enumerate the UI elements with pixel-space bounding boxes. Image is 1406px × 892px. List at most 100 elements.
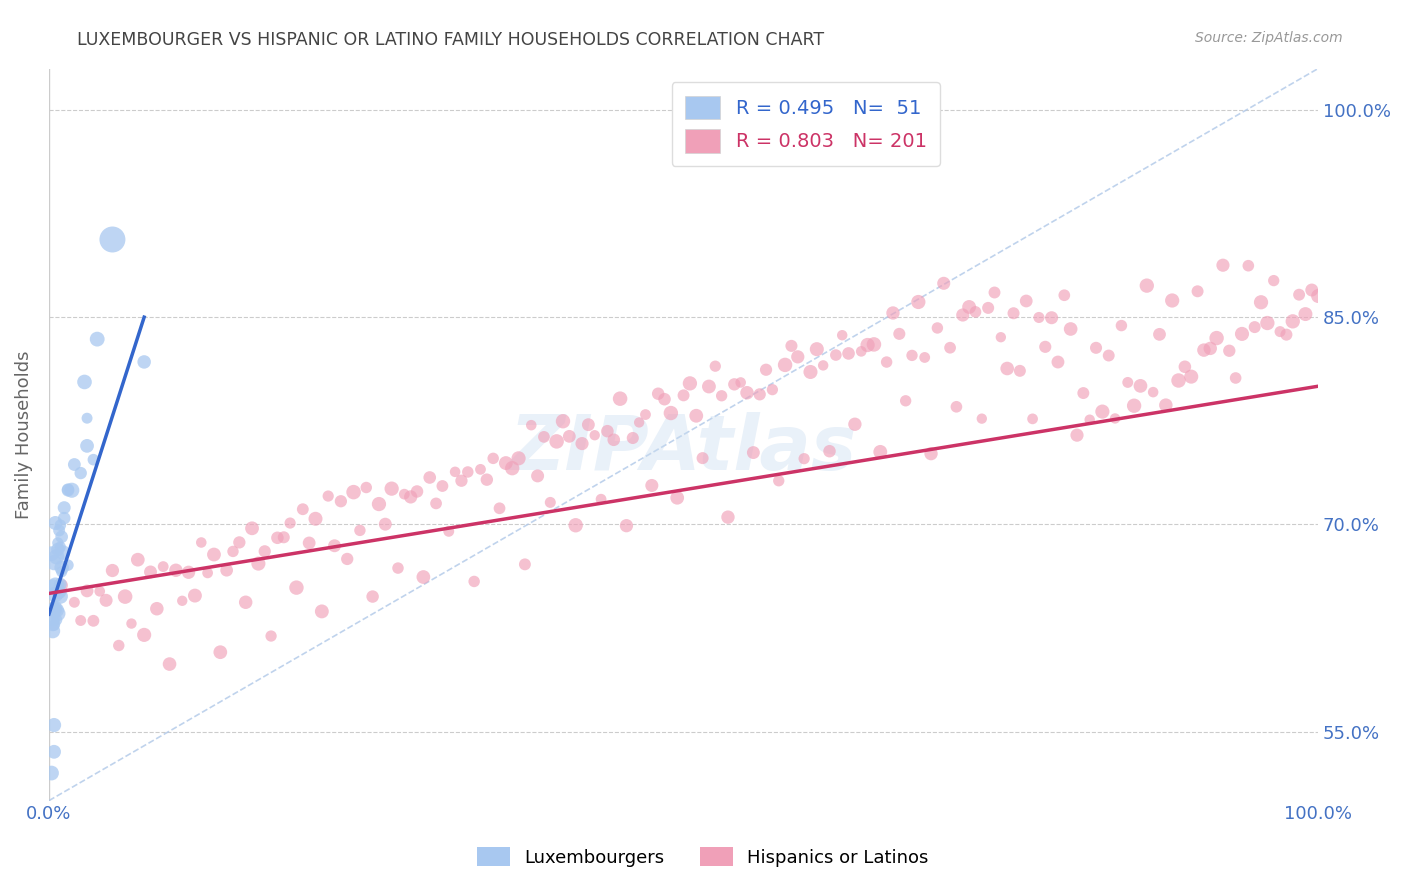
Text: LUXEMBOURGER VS HISPANIC OR LATINO FAMILY HOUSEHOLDS CORRELATION CHART: LUXEMBOURGER VS HISPANIC OR LATINO FAMIL… xyxy=(77,31,824,49)
Point xyxy=(786,350,808,364)
Point xyxy=(1116,376,1139,390)
Point xyxy=(1243,320,1265,334)
Point xyxy=(1021,412,1043,426)
Point xyxy=(1123,399,1146,413)
Point xyxy=(46,585,69,599)
Point xyxy=(495,456,517,470)
Point xyxy=(49,518,72,533)
Point xyxy=(844,417,866,432)
Point xyxy=(44,603,66,617)
Point xyxy=(1129,379,1152,393)
Point xyxy=(654,392,676,407)
Point xyxy=(735,385,758,400)
Point xyxy=(818,444,841,458)
Point xyxy=(374,517,396,532)
Point xyxy=(1212,258,1234,272)
Point xyxy=(710,389,733,403)
Point xyxy=(101,232,124,246)
Point xyxy=(432,479,454,493)
Point xyxy=(197,566,219,580)
Point xyxy=(609,392,631,406)
Point xyxy=(603,433,626,447)
Point xyxy=(564,518,586,533)
Point xyxy=(793,451,815,466)
Point xyxy=(42,745,65,759)
Point xyxy=(1225,371,1247,385)
Point xyxy=(46,542,69,557)
Point xyxy=(1015,293,1038,308)
Point xyxy=(945,400,967,414)
Point xyxy=(583,428,606,442)
Point xyxy=(666,491,689,505)
Point xyxy=(1059,322,1081,336)
Point xyxy=(107,639,129,653)
Point xyxy=(190,535,212,549)
Point xyxy=(399,490,422,504)
Point xyxy=(970,411,993,425)
Point xyxy=(679,376,702,391)
Point xyxy=(42,618,65,632)
Point xyxy=(932,277,955,291)
Point xyxy=(349,524,371,538)
Point xyxy=(1174,359,1197,374)
Point xyxy=(551,414,574,428)
Point xyxy=(1256,316,1278,330)
Point xyxy=(152,559,174,574)
Point xyxy=(1288,287,1310,301)
Point xyxy=(1066,428,1088,442)
Point xyxy=(444,465,467,479)
Point xyxy=(685,409,707,423)
Point xyxy=(571,436,593,450)
Point xyxy=(482,451,505,466)
Point xyxy=(508,451,530,466)
Point xyxy=(768,474,790,488)
Point xyxy=(44,587,66,601)
Point xyxy=(184,589,207,603)
Point xyxy=(48,577,70,591)
Point xyxy=(437,524,460,539)
Point xyxy=(1161,293,1184,308)
Point xyxy=(780,339,803,353)
Point xyxy=(1033,340,1056,354)
Point xyxy=(134,628,156,642)
Point xyxy=(1199,342,1222,356)
Point xyxy=(907,295,929,310)
Point xyxy=(1308,289,1330,303)
Point xyxy=(368,497,391,511)
Point xyxy=(260,629,283,643)
Point xyxy=(811,359,834,373)
Point xyxy=(1268,325,1291,339)
Point xyxy=(692,451,714,466)
Point xyxy=(977,301,1000,315)
Point xyxy=(799,365,821,379)
Point xyxy=(44,578,66,592)
Point xyxy=(42,556,65,570)
Text: Source: ZipAtlas.com: Source: ZipAtlas.com xyxy=(1195,31,1343,45)
Point xyxy=(121,616,143,631)
Point xyxy=(672,388,695,402)
Point xyxy=(406,484,429,499)
Point xyxy=(165,563,187,577)
Point xyxy=(463,574,485,589)
Point xyxy=(76,439,98,453)
Point xyxy=(990,330,1012,344)
Point xyxy=(285,581,308,595)
Point xyxy=(1098,349,1121,363)
Point xyxy=(1237,259,1260,273)
Point xyxy=(42,718,65,732)
Point xyxy=(89,584,111,599)
Point xyxy=(228,535,250,549)
Point xyxy=(761,383,783,397)
Point xyxy=(773,358,796,372)
Point xyxy=(394,487,416,501)
Point xyxy=(1136,278,1159,293)
Point xyxy=(342,485,364,500)
Point xyxy=(1275,327,1298,342)
Point xyxy=(546,434,568,449)
Point xyxy=(1104,411,1126,425)
Point xyxy=(51,530,73,544)
Point xyxy=(41,547,63,561)
Point xyxy=(1028,310,1050,325)
Y-axis label: Family Households: Family Households xyxy=(15,351,32,519)
Point xyxy=(748,387,770,401)
